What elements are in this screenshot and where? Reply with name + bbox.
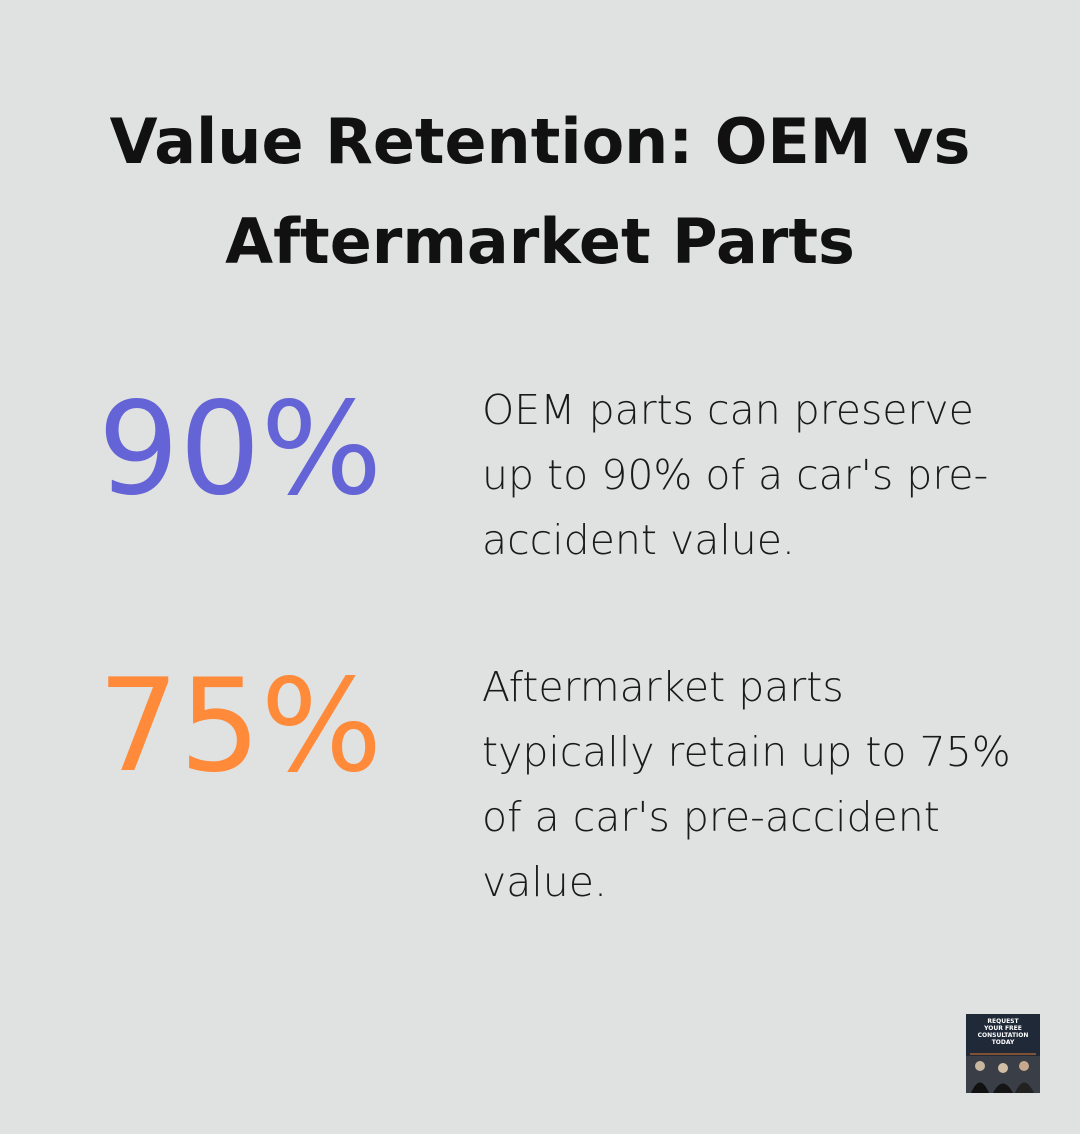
person [993,1083,1013,1093]
badge-text: REQUEST YOUR FREE CONSULTATION TODAY [966,1018,1040,1046]
badge-line: YOUR FREE [984,1025,1022,1032]
consultation-badge[interactable]: REQUEST YOUR FREE CONSULTATION TODAY [966,1014,1040,1093]
stat-value: 75% [97,652,383,801]
person [1019,1061,1029,1071]
title: Value Retention: OEM vs Aftermarket Part… [109,105,971,278]
person [1015,1082,1034,1093]
badge-line: TODAY [991,1039,1015,1046]
stat-text: Aftermarket parts typically retain up to… [482,663,1011,906]
stat-text: OEM parts can preserve up to 90% of a ca… [482,386,989,564]
person [998,1063,1008,1073]
person [971,1082,989,1093]
badge-photo [966,1053,1040,1093]
badge-line: REQUEST [987,1018,1019,1025]
stat-value: 90% [97,375,383,524]
person [975,1061,985,1071]
badge-line: CONSULTATION [977,1032,1029,1039]
